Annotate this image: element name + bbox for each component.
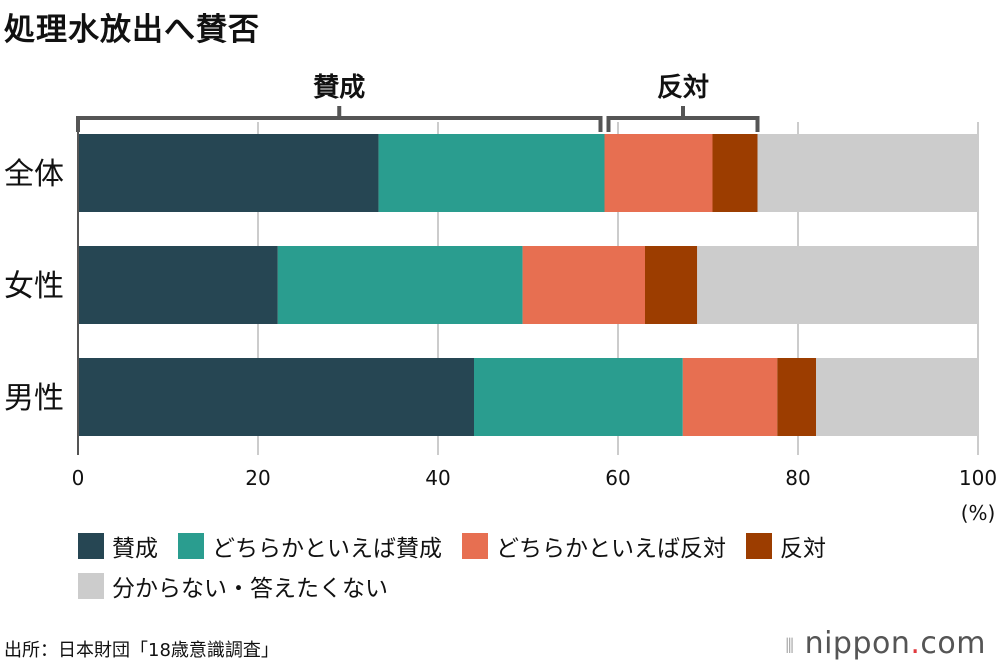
legend-label: どちらかといえば賛成 <box>212 536 442 562</box>
bar-segment <box>682 358 778 436</box>
bar-segment <box>474 358 683 436</box>
bar-segment <box>697 246 978 324</box>
chart-title: 処理水放出へ賛否 <box>4 12 260 48</box>
legend-label: 反対 <box>780 536 826 562</box>
bar-segment <box>378 134 605 212</box>
x-unit-label: (%) <box>961 501 996 525</box>
bar-segment <box>522 246 645 324</box>
source-note: 出所：日本財団「18歳意識調査」 <box>4 640 279 661</box>
category-label: 全体 <box>4 157 64 192</box>
legend-swatch <box>78 573 104 599</box>
x-tick-label: 80 <box>785 466 810 490</box>
legend-label: 分からない・答えたくない <box>112 576 388 602</box>
legend-item: どちらかといえば反対 <box>462 530 726 562</box>
bar-segment <box>78 358 474 436</box>
legend-swatch <box>178 533 204 559</box>
bracket-label: 反対 <box>657 73 709 103</box>
bar-segment <box>645 246 698 324</box>
bar-segment <box>277 246 523 324</box>
bar-segment <box>712 134 758 212</box>
nippon-logo: ⦀ nippon.com <box>785 626 986 661</box>
legend-item: 賛成 <box>78 530 158 562</box>
legend-item: どちらかといえば賛成 <box>178 530 442 562</box>
bar-segment <box>78 134 379 212</box>
x-tick-label: 20 <box>245 466 270 490</box>
bracket <box>76 116 603 132</box>
category-label: 男性 <box>4 381 64 416</box>
legend-label: どちらかといえば反対 <box>496 536 726 562</box>
x-tick-label: 40 <box>425 466 450 490</box>
legend-swatch <box>78 533 104 559</box>
x-tick-label: 100 <box>959 466 997 490</box>
legend-item: 反対 <box>746 530 826 562</box>
bar-segment <box>816 358 978 436</box>
bar-segment <box>604 134 713 212</box>
legend-swatch <box>746 533 772 559</box>
bar-segment <box>777 358 816 436</box>
sound-bars-icon: ⦀ <box>785 634 795 658</box>
bracket <box>606 116 760 132</box>
legend: 賛成 どちらかといえば賛成 どちらかといえば反対 反対分からない・答えたくない <box>78 530 998 602</box>
bar-segment <box>757 134 978 212</box>
category-label: 女性 <box>4 269 64 304</box>
bracket-label: 賛成 <box>313 73 365 103</box>
legend-item: 分からない・答えたくない <box>78 570 388 602</box>
x-tick-label: 0 <box>72 466 85 490</box>
legend-swatch <box>462 533 488 559</box>
x-tick-label: 60 <box>605 466 630 490</box>
bar-segment <box>78 246 278 324</box>
legend-label: 賛成 <box>112 536 158 562</box>
